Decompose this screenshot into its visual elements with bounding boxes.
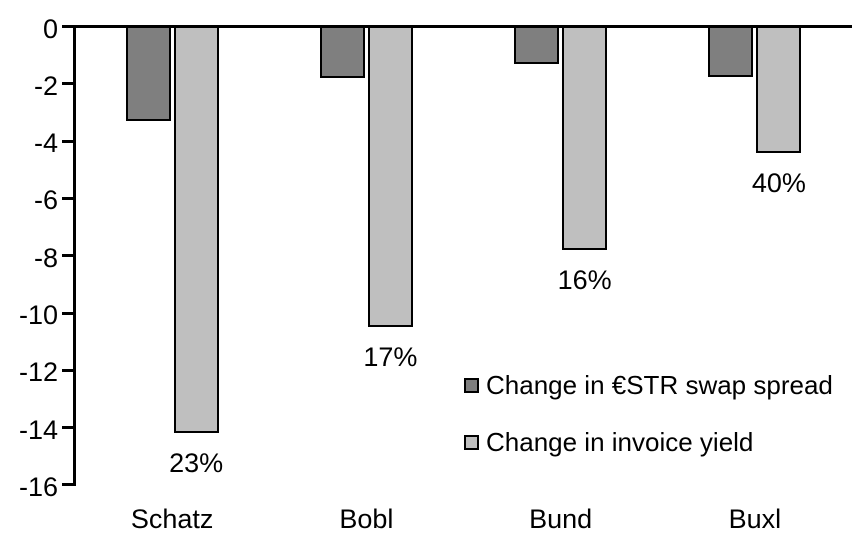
category-label-bobl: Bobl xyxy=(339,504,394,534)
legend: Change in €STR swap spread Change in inv… xyxy=(464,371,833,457)
value-label-bobl: 17% xyxy=(363,342,418,373)
category-label-buxl: Buxl xyxy=(728,504,782,534)
value-label-buxl: 40% xyxy=(751,167,806,198)
legend-item-invoice-yield: Change in invoice yield xyxy=(464,428,833,457)
value-label-bund: 16% xyxy=(557,265,612,295)
y-tick-mark xyxy=(62,139,75,143)
y-tick-mark xyxy=(62,483,75,487)
bar-swap-spread-schatz xyxy=(125,26,171,122)
legend-item-swap-spread: Change in €STR swap spread xyxy=(464,371,833,400)
bar-invoice-yield-bobl xyxy=(367,26,413,328)
bar-invoice-yield-bund xyxy=(562,26,608,250)
x-axis-zero-line xyxy=(73,25,852,28)
bar-swap-spread-bund xyxy=(514,26,560,64)
y-tick-mark xyxy=(62,426,75,430)
y-tick-mark xyxy=(62,196,75,200)
legend-swatch-swap-spread-icon xyxy=(464,378,479,393)
legend-swatch-invoice-yield-icon xyxy=(464,435,479,450)
y-tick-mark xyxy=(62,254,75,258)
y-tick-mark xyxy=(62,368,75,372)
y-tick-label: -16 xyxy=(18,471,58,502)
y-tick-label: -4 xyxy=(33,128,58,159)
y-tick-label: -8 xyxy=(33,242,58,273)
y-tick-label: 0 xyxy=(42,13,58,44)
y-tick-label: -10 xyxy=(18,300,58,331)
legend-label-swap-spread: Change in €STR swap spread xyxy=(486,370,833,400)
y-tick-label: -12 xyxy=(18,357,58,388)
bar-invoice-yield-buxl xyxy=(756,26,802,153)
category-label-schatz: Schatz xyxy=(130,504,214,534)
y-tick-mark xyxy=(62,25,75,28)
bar-swap-spread-buxl xyxy=(708,26,754,77)
y-tick-mark xyxy=(62,311,75,315)
bar-invoice-yield-schatz xyxy=(173,26,219,434)
value-label-schatz: 23% xyxy=(169,448,224,479)
legend-label-invoice-yield: Change in invoice yield xyxy=(486,427,754,457)
y-tick-label: -14 xyxy=(18,414,58,445)
y-tick-label: -6 xyxy=(33,185,58,216)
y-tick-mark xyxy=(62,82,75,86)
bar-swap-spread-bobl xyxy=(319,26,365,79)
category-label-bund: Bund xyxy=(529,504,593,534)
y-tick-label: -2 xyxy=(33,70,58,101)
